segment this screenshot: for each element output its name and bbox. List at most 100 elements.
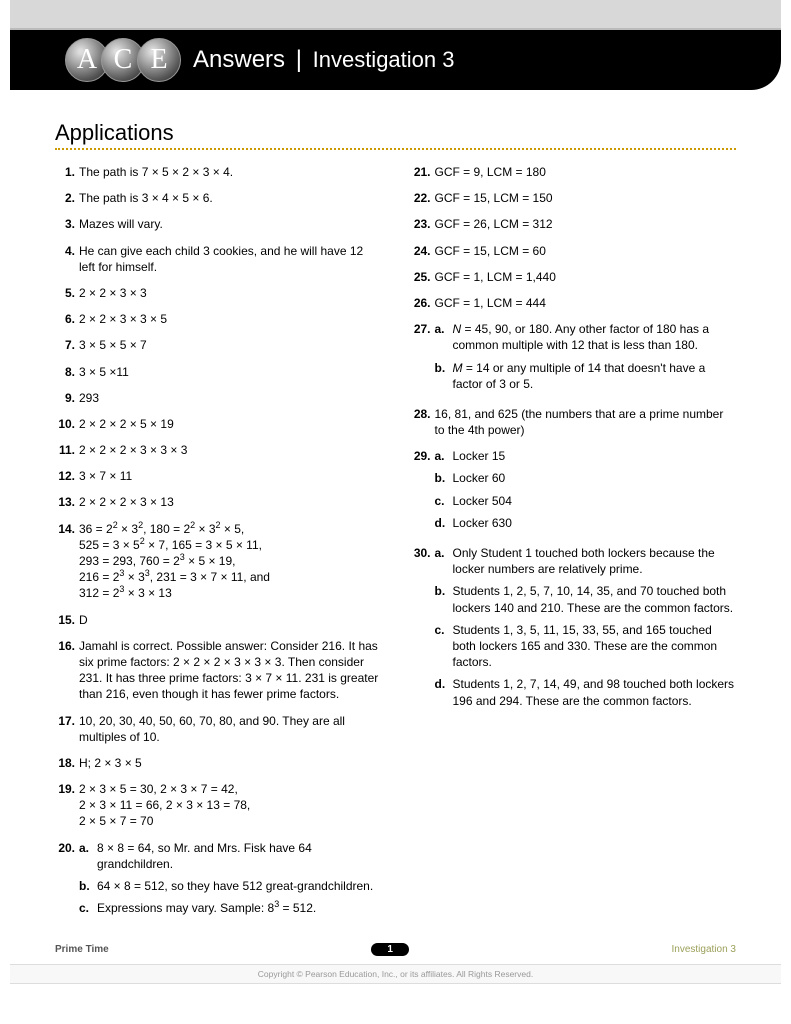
item-text: a.N = 45, 90, or 180. Any other factor o… — [435, 321, 737, 396]
sub-item: c.Locker 504 — [435, 493, 737, 509]
item-number: 20. — [55, 840, 79, 921]
sub-label: b. — [435, 470, 453, 486]
item-text: The path is 7 × 5 × 2 × 3 × 4. — [79, 164, 381, 180]
item-number: 6. — [55, 311, 79, 327]
item-number: 3. — [55, 216, 79, 232]
sub-item: a.Locker 15 — [435, 448, 737, 464]
item-text: The path is 3 × 4 × 5 × 6. — [79, 190, 381, 206]
item-number: 29. — [411, 448, 435, 535]
sub-text: Students 1, 3, 5, 11, 15, 33, 55, and 16… — [453, 622, 737, 671]
sub-text: Locker 60 — [453, 470, 737, 486]
sub-text: Locker 15 — [453, 448, 737, 464]
item-number: 13. — [55, 494, 79, 510]
answer-item: 25.GCF = 1, LCM = 1,440 — [411, 269, 737, 285]
sub-text: N = 45, 90, or 180. Any other factor of … — [453, 321, 737, 353]
item-number: 12. — [55, 468, 79, 484]
item-text: Jamahl is correct. Possible answer: Cons… — [79, 638, 381, 703]
page-number: 1 — [371, 943, 409, 956]
item-text: D — [79, 612, 381, 628]
item-text: 3 × 5 × 5 × 7 — [79, 337, 381, 353]
answer-item: 22.GCF = 15, LCM = 150 — [411, 190, 737, 206]
answer-item: 21.GCF = 9, LCM = 180 — [411, 164, 737, 180]
item-text: 2 × 2 × 2 × 3 × 3 × 3 — [79, 442, 381, 458]
item-number: 16. — [55, 638, 79, 703]
item-number: 30. — [411, 545, 435, 713]
sub-item: b.Students 1, 2, 5, 7, 10, 14, 35, and 7… — [435, 583, 737, 615]
item-number: 2. — [55, 190, 79, 206]
footer-left: Prime Time — [55, 944, 109, 955]
sub-label: c. — [435, 622, 453, 671]
item-text: 10, 20, 30, 40, 50, 60, 70, 80, and 90. … — [79, 713, 381, 745]
item-text: H; 2 × 3 × 5 — [79, 755, 381, 771]
answer-item: 27.a.N = 45, 90, or 180. Any other facto… — [411, 321, 737, 396]
item-text: 16, 81, and 625 (the numbers that are a … — [435, 406, 737, 438]
answer-item: 18.H; 2 × 3 × 5 — [55, 755, 381, 771]
item-text: 2 × 2 × 2 × 5 × 19 — [79, 416, 381, 432]
item-number: 24. — [411, 243, 435, 259]
item-text: a.8 × 8 = 64, so Mr. and Mrs. Fisk have … — [79, 840, 381, 921]
answer-item: 12.3 × 7 × 11 — [55, 468, 381, 484]
answer-item: 3.Mazes will vary. — [55, 216, 381, 232]
sub-item: b.Locker 60 — [435, 470, 737, 486]
item-text: GCF = 15, LCM = 60 — [435, 243, 737, 259]
footer-right: Investigation 3 — [671, 944, 736, 955]
answer-item: 20.a.8 × 8 = 64, so Mr. and Mrs. Fisk ha… — [55, 840, 381, 921]
answer-item: 30.a.Only Student 1 touched both lockers… — [411, 545, 737, 713]
item-text: 293 — [79, 390, 381, 406]
item-text: 2 × 2 × 3 × 3 × 5 — [79, 311, 381, 327]
sub-text: Students 1, 2, 7, 14, 49, and 98 touched… — [453, 676, 737, 708]
answer-item: 6.2 × 2 × 3 × 3 × 5 — [55, 311, 381, 327]
sub-item: a.N = 45, 90, or 180. Any other factor o… — [435, 321, 737, 353]
item-number: 4. — [55, 243, 79, 275]
sub-label: a. — [435, 448, 453, 464]
answer-item: 24.GCF = 15, LCM = 60 — [411, 243, 737, 259]
title-text: Answers — [193, 46, 285, 73]
item-number: 8. — [55, 364, 79, 380]
answer-item: 8.3 × 5 ×11 — [55, 364, 381, 380]
dotted-rule — [55, 148, 736, 150]
header-bar: A C E Answers | Investigation 3 — [10, 30, 781, 90]
sub-label: b. — [435, 583, 453, 615]
logo-ball-e: E — [137, 38, 181, 82]
answer-item: 26.GCF = 1, LCM = 444 — [411, 295, 737, 311]
sub-item: d.Students 1, 2, 7, 14, 49, and 98 touch… — [435, 676, 737, 708]
item-number: 18. — [55, 755, 79, 771]
right-column: 21.GCF = 9, LCM = 180 22.GCF = 15, LCM = … — [411, 164, 737, 930]
sub-text: 8 × 8 = 64, so Mr. and Mrs. Fisk have 64… — [97, 840, 381, 872]
ace-logo: A C E — [65, 38, 173, 82]
answer-item: 5.2 × 2 × 3 × 3 — [55, 285, 381, 301]
item-text: He can give each child 3 cookies, and he… — [79, 243, 381, 275]
item-text: GCF = 1, LCM = 1,440 — [435, 269, 737, 285]
answer-item: 14.36 = 22 × 32, 180 = 22 × 32 × 5,525 =… — [55, 521, 381, 602]
answer-item: 11.2 × 2 × 2 × 3 × 3 × 3 — [55, 442, 381, 458]
answer-item: 16.Jamahl is correct. Possible answer: C… — [55, 638, 381, 703]
sub-item: c.Students 1, 3, 5, 11, 15, 33, 55, and … — [435, 622, 737, 671]
item-number: 21. — [411, 164, 435, 180]
title-divider: | — [296, 46, 302, 73]
sub-text: Locker 504 — [453, 493, 737, 509]
item-text: a.Only Student 1 touched both lockers be… — [435, 545, 737, 713]
item-number: 1. — [55, 164, 79, 180]
item-number: 17. — [55, 713, 79, 745]
item-number: 9. — [55, 390, 79, 406]
item-text: GCF = 9, LCM = 180 — [435, 164, 737, 180]
sub-text: 64 × 8 = 512, so they have 512 great-gra… — [97, 878, 381, 894]
item-text: 2 × 2 × 3 × 3 — [79, 285, 381, 301]
footer: Prime Time 1 Investigation 3 Copyright ©… — [0, 943, 791, 984]
answer-item: 17.10, 20, 30, 40, 50, 60, 70, 80, and 9… — [55, 713, 381, 745]
answer-item: 4.He can give each child 3 cookies, and … — [55, 243, 381, 275]
item-text: 2 × 3 × 5 = 30, 2 × 3 × 7 = 42,2 × 3 × 1… — [79, 781, 381, 830]
sub-item: a.Only Student 1 touched both lockers be… — [435, 545, 737, 577]
item-number: 19. — [55, 781, 79, 830]
answer-item: 23.GCF = 26, LCM = 312 — [411, 216, 737, 232]
top-bar — [10, 0, 781, 30]
sub-item: b.M = 14 or any multiple of 14 that does… — [435, 360, 737, 392]
item-text: 36 = 22 × 32, 180 = 22 × 32 × 5,525 = 3 … — [79, 521, 381, 602]
header-title: Answers | Investigation 3 — [193, 46, 454, 74]
item-text: 3 × 5 ×11 — [79, 364, 381, 380]
answer-item: 19.2 × 3 × 5 = 30, 2 × 3 × 7 = 42,2 × 3 … — [55, 781, 381, 830]
sub-text: M = 14 or any multiple of 14 that doesn'… — [453, 360, 737, 392]
answer-item: 1.The path is 7 × 5 × 2 × 3 × 4. — [55, 164, 381, 180]
item-number: 10. — [55, 416, 79, 432]
item-text: a.Locker 15b.Locker 60c.Locker 504d.Lock… — [435, 448, 737, 535]
